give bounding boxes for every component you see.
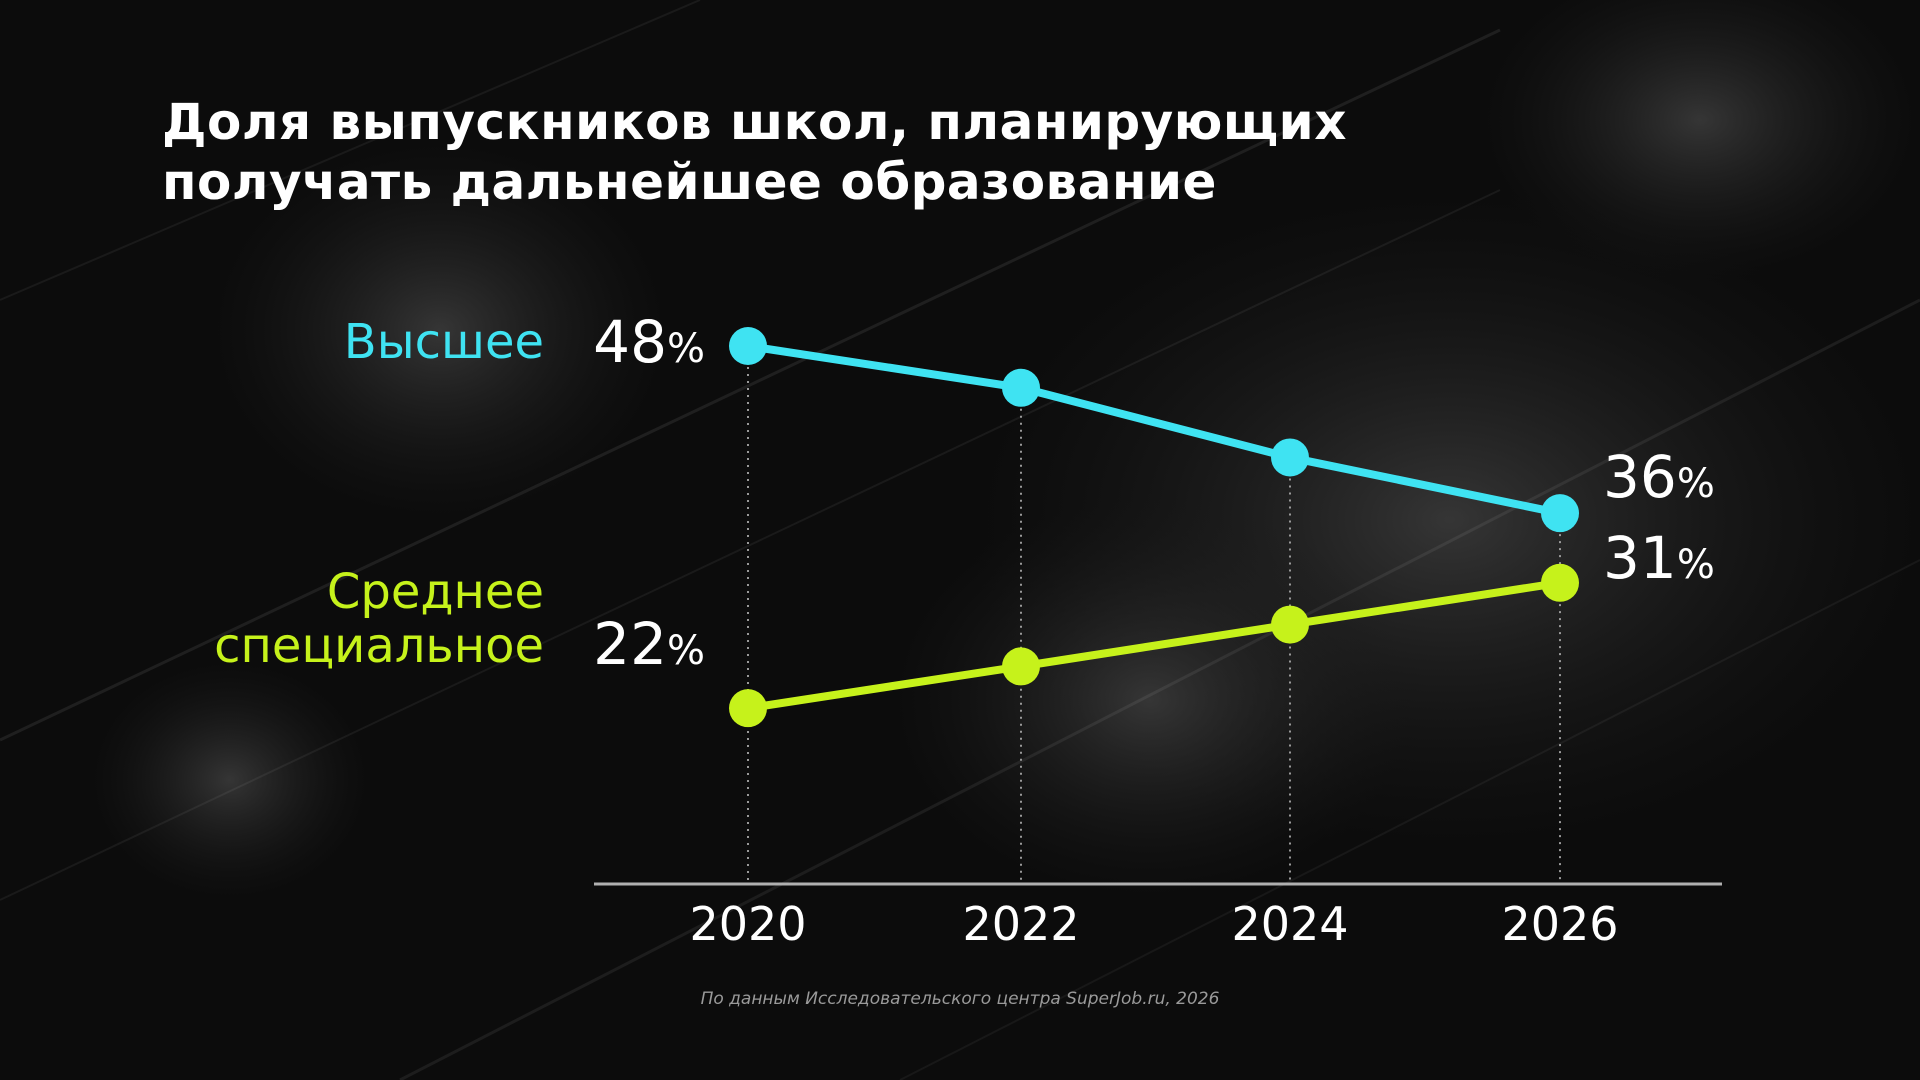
- data-point-1-2026: [1541, 563, 1579, 602]
- x-tick-label-2022: 2022: [962, 897, 1079, 951]
- series-name-higher: Высшее: [344, 314, 544, 370]
- value-label-higher-2026: 36%: [1603, 443, 1715, 511]
- data-point-1-2024: [1271, 605, 1309, 644]
- series-name-secondary-line-2: специальное: [214, 618, 544, 674]
- series-name-secondary-line-1: Среднее: [327, 564, 544, 620]
- value-label-higher-2020: 48%: [593, 308, 705, 376]
- series-line-0: [747, 342, 1561, 518]
- data-point-1-2020: [729, 689, 767, 728]
- data-point-0-2026: [1541, 494, 1579, 533]
- series-line-1: [747, 578, 1561, 713]
- data-point-0-2024: [1271, 438, 1309, 477]
- data-point-0-2022: [1002, 368, 1040, 407]
- chart-title-line-1: Доля выпускников школ, планирующих: [162, 93, 1347, 151]
- x-tick-label-2024: 2024: [1231, 897, 1348, 951]
- source-note: По данным Исследовательского центра Supe…: [700, 989, 1220, 1009]
- data-point-0-2020: [729, 327, 767, 365]
- chart-title-line-2: получать дальнейшее образование: [162, 153, 1217, 211]
- chart-title: Доля выпускников школ, планирующих получ…: [162, 92, 1562, 212]
- data-point-1-2022: [1002, 647, 1040, 686]
- value-label-secondary-2026: 31%: [1603, 524, 1715, 592]
- x-tick-label-2020: 2020: [689, 897, 806, 951]
- value-label-secondary-2020: 22%: [593, 610, 705, 678]
- x-tick-label-2026: 2026: [1501, 897, 1618, 951]
